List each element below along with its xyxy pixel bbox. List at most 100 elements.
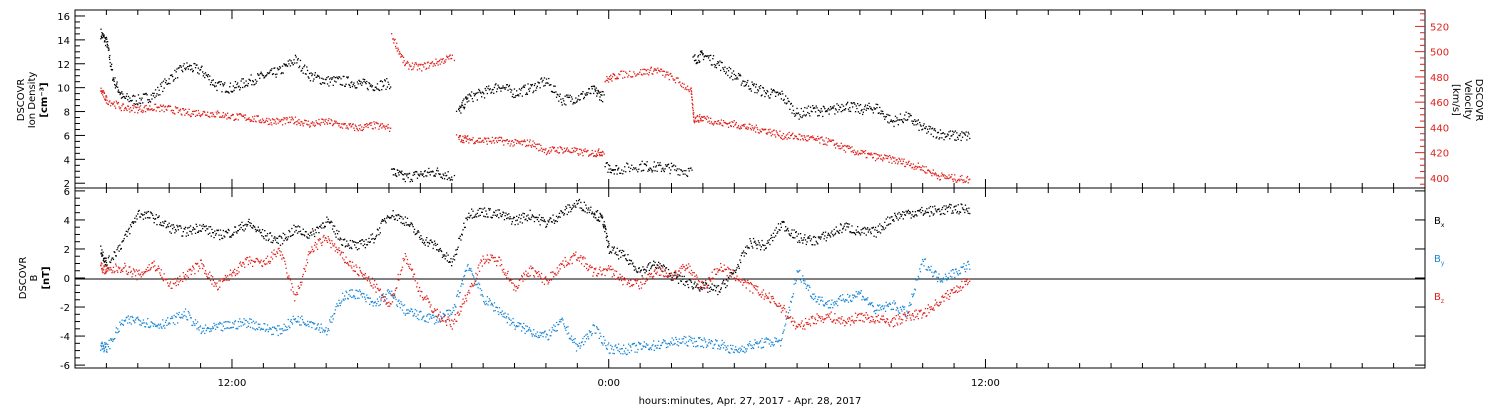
density-point bbox=[897, 124, 899, 126]
by-point bbox=[389, 292, 391, 295]
density-point bbox=[733, 73, 735, 76]
density-point bbox=[654, 170, 656, 172]
bx-point bbox=[325, 221, 327, 223]
by-point bbox=[739, 347, 741, 349]
density-point bbox=[735, 78, 737, 80]
by-point bbox=[307, 323, 309, 326]
density-point bbox=[496, 91, 498, 93]
bx-point bbox=[174, 229, 177, 231]
density-point bbox=[173, 79, 175, 81]
bx-point bbox=[700, 287, 703, 289]
bx-point bbox=[187, 227, 189, 229]
bx-point bbox=[804, 234, 806, 236]
bx-point bbox=[902, 218, 904, 220]
velocity-point bbox=[817, 135, 819, 138]
velocity-point bbox=[650, 67, 652, 69]
velocity-point bbox=[388, 127, 390, 129]
velocity-point bbox=[627, 76, 629, 78]
bx-point bbox=[578, 200, 580, 202]
density-point bbox=[634, 168, 636, 170]
density-point bbox=[743, 85, 745, 87]
bx-point bbox=[835, 226, 837, 228]
bx-point bbox=[709, 290, 711, 293]
velocity-point bbox=[644, 73, 646, 75]
by-point bbox=[476, 284, 478, 286]
velocity-point bbox=[836, 142, 838, 144]
bx-point bbox=[385, 222, 387, 224]
bx-point bbox=[199, 230, 202, 232]
bx-point bbox=[310, 231, 312, 233]
density-point bbox=[927, 128, 929, 130]
bx-point bbox=[336, 233, 339, 235]
bx-point bbox=[104, 260, 106, 263]
by-point bbox=[344, 295, 346, 297]
density-point bbox=[495, 83, 497, 85]
density-point bbox=[147, 99, 149, 101]
by-point bbox=[450, 313, 452, 315]
density-point bbox=[735, 74, 737, 77]
bx-point bbox=[654, 261, 656, 264]
velocity-point bbox=[887, 155, 889, 158]
by-point bbox=[426, 315, 428, 317]
density-point bbox=[269, 71, 271, 73]
velocity-point bbox=[864, 150, 867, 152]
velocity-point bbox=[504, 140, 506, 142]
by-point bbox=[354, 298, 356, 300]
velocity-point bbox=[702, 116, 704, 118]
velocity-point bbox=[582, 155, 584, 157]
bx-point bbox=[618, 258, 620, 260]
density-point bbox=[404, 173, 406, 175]
density-point bbox=[910, 114, 912, 117]
density-point bbox=[459, 107, 461, 109]
density-point bbox=[227, 91, 229, 93]
by-point bbox=[287, 318, 289, 321]
velocity-point bbox=[941, 174, 944, 176]
velocity-point bbox=[338, 125, 340, 127]
density-point bbox=[149, 101, 152, 103]
density-point bbox=[770, 93, 772, 96]
by-point bbox=[474, 284, 476, 286]
velocity-point bbox=[755, 124, 757, 126]
bx-point bbox=[740, 254, 742, 257]
bx-point bbox=[638, 267, 640, 269]
bx-point bbox=[772, 232, 775, 234]
density-point bbox=[453, 174, 456, 177]
by-point bbox=[100, 343, 102, 345]
bx-point bbox=[279, 235, 281, 237]
velocity-point bbox=[465, 140, 467, 142]
velocity-point bbox=[808, 138, 810, 140]
density-point bbox=[303, 66, 305, 68]
velocity-point bbox=[276, 117, 278, 120]
velocity-point bbox=[827, 141, 829, 143]
bx-point bbox=[667, 268, 670, 271]
bx-point bbox=[901, 214, 903, 216]
velocity-point bbox=[171, 109, 173, 111]
velocity-point bbox=[207, 115, 209, 118]
density-point bbox=[143, 93, 145, 95]
by-point bbox=[224, 328, 226, 330]
density-point bbox=[343, 75, 345, 78]
bx-point bbox=[399, 215, 401, 217]
velocity-point bbox=[941, 172, 943, 174]
by-point bbox=[578, 345, 580, 347]
by-point bbox=[199, 326, 201, 328]
bx-point bbox=[615, 254, 618, 256]
velocity-point bbox=[702, 120, 704, 122]
bx-point bbox=[951, 212, 953, 214]
by-point bbox=[133, 320, 135, 322]
by-point bbox=[497, 311, 499, 313]
by-point bbox=[161, 327, 163, 329]
bx-point bbox=[879, 232, 882, 234]
density-point bbox=[919, 121, 921, 124]
by-point bbox=[227, 327, 229, 329]
by-point bbox=[152, 322, 154, 325]
bx-point bbox=[963, 209, 965, 211]
velocity-point bbox=[521, 144, 523, 146]
density-point bbox=[436, 167, 439, 169]
velocity-point bbox=[693, 119, 695, 121]
density-point bbox=[933, 129, 935, 131]
bx-point bbox=[217, 229, 219, 231]
density-point bbox=[289, 65, 292, 67]
bx-point bbox=[494, 214, 496, 216]
by-point bbox=[545, 336, 547, 338]
